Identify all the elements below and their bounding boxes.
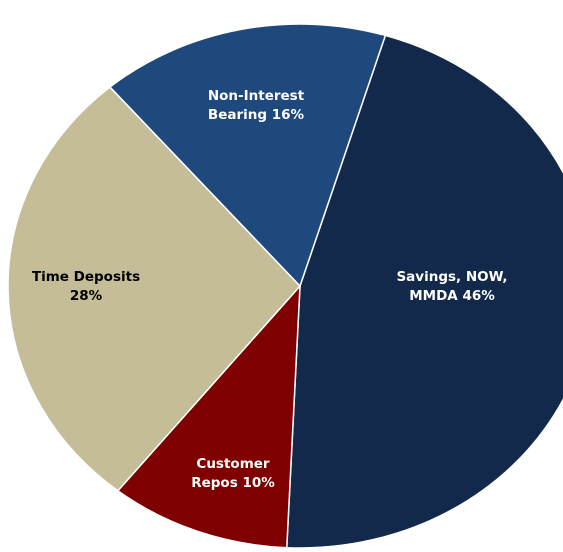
pie-slice xyxy=(7,86,302,492)
category-name: Savings, NOW, MMDA xyxy=(396,269,508,304)
slice-label: Customer Repos 10% xyxy=(183,455,283,493)
value-label: 10% xyxy=(242,475,275,491)
pie-slice xyxy=(285,34,563,549)
pie-slice xyxy=(108,23,387,288)
category-name: Time Deposits xyxy=(31,269,141,285)
value-label: 16% xyxy=(271,107,305,123)
category-name: Non-Interest Bearing xyxy=(207,88,305,123)
value-label: 28% xyxy=(69,288,103,304)
value-label: 46% xyxy=(462,288,495,304)
pie-slice xyxy=(116,283,301,549)
slice-label: Time Deposits 28% xyxy=(24,268,149,306)
slice-label: Non-Interest Bearing 16% xyxy=(194,87,319,125)
category-name: Customer Repos xyxy=(191,456,270,491)
slice-label: Savings, NOW, MMDA 46% xyxy=(387,268,517,306)
